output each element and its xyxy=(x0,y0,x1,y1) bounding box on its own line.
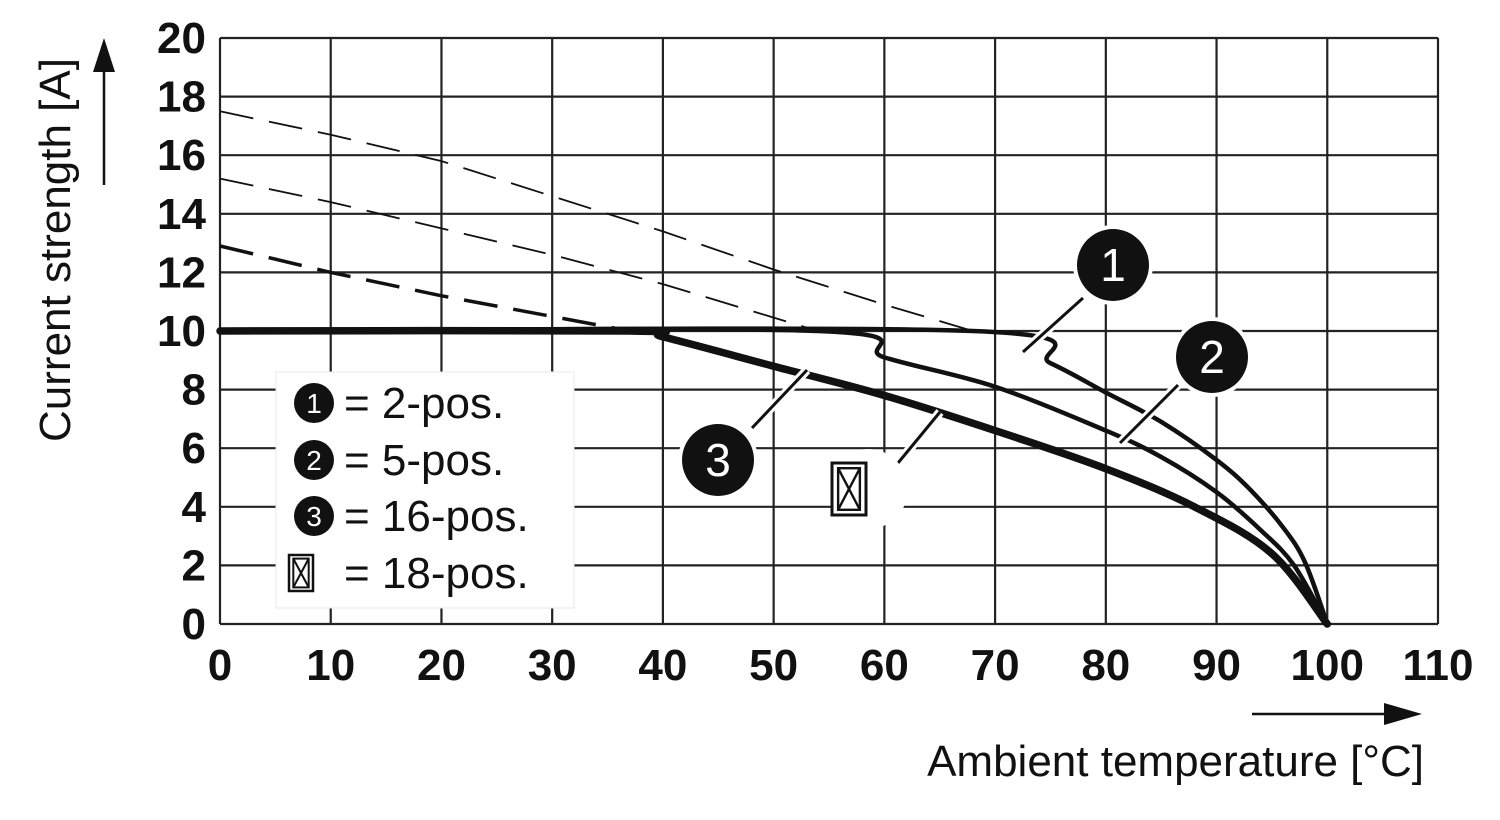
y-tick-label: 10 xyxy=(157,307,206,356)
x-axis-arrow-head xyxy=(1384,703,1422,725)
y-tick-label: 18 xyxy=(157,73,206,122)
legend-symbol-3-disc xyxy=(294,496,334,536)
callout-leader-2 xyxy=(1118,383,1180,445)
callout-series-1-label: 1 xyxy=(1100,239,1126,291)
series-3-extrapolation xyxy=(219,244,631,333)
legend-symbol-1-disc xyxy=(294,383,334,423)
legend-symbol-3: 3 xyxy=(290,492,338,540)
curve-callouts: 1 2 3 xyxy=(678,225,1252,529)
y-tick-label: 20 xyxy=(157,14,206,63)
x-tick-label: 80 xyxy=(1081,641,1130,690)
x-axis-tick-labels: 0 10 20 30 40 50 60 70 80 90 100 110 xyxy=(208,641,1474,690)
callout-series-4-inner xyxy=(836,467,862,512)
y-tick-label: 6 xyxy=(182,424,206,473)
x-tick-label: 20 xyxy=(417,641,466,690)
legend-label-1: = 2-pos. xyxy=(344,379,504,428)
x-tick-label: 70 xyxy=(971,641,1020,690)
legend-label-4: = 18-pos. xyxy=(344,549,529,598)
y-tick-label: 2 xyxy=(182,541,206,590)
legend: 1 = 2-pos. 2 = 5-pos. 3 = 16-pos. = 18-pos. xyxy=(275,371,575,609)
x-tick-label: 50 xyxy=(749,641,798,690)
legend-symbol-2: 2 xyxy=(290,436,338,484)
x-axis-title: Ambient temperature [°C] xyxy=(927,737,1424,786)
legend-symbol-4-inner xyxy=(292,557,310,589)
legend-symbol-4-cross-b xyxy=(292,558,310,588)
legend-label-2: = 5-pos. xyxy=(344,436,504,485)
legend-symbol-3-label: 3 xyxy=(306,501,322,532)
y-tick-label: 14 xyxy=(157,190,206,239)
y-axis-title-group: Current strength [A] xyxy=(31,38,115,442)
derating-curves xyxy=(216,326,1332,628)
legend-symbol-2-disc xyxy=(294,440,334,480)
x-tick-label: 30 xyxy=(528,641,577,690)
callout-series-3: 3 xyxy=(678,420,758,500)
y-tick-label: 0 xyxy=(182,600,206,649)
x-tick-label: 0 xyxy=(208,641,232,690)
callout-series-3-disc xyxy=(682,424,754,496)
callout-series-2-disc xyxy=(1176,321,1248,393)
x-tick-label: 100 xyxy=(1291,641,1364,690)
callout-series-2: 2 xyxy=(1172,317,1252,397)
x-tick-label: 90 xyxy=(1192,641,1241,690)
x-tick-label: 110 xyxy=(1403,641,1474,690)
callout-series-4 xyxy=(830,461,868,517)
callout-series-3-label: 3 xyxy=(705,434,731,486)
callout-series-4-cross-b xyxy=(837,467,861,511)
y-tick-label: 12 xyxy=(157,248,206,297)
series-2-line xyxy=(217,326,1330,627)
series-1-extrapolation xyxy=(219,110,974,332)
y-tick-label: 4 xyxy=(182,483,207,532)
legend-symbol-1: 1 xyxy=(290,379,338,427)
series-3-line xyxy=(216,326,1332,628)
legend-symbol-4 xyxy=(287,553,315,593)
x-tick-label: 40 xyxy=(638,641,687,690)
series-2-extrapolation xyxy=(219,177,819,332)
callout-series-1: 1 xyxy=(1073,225,1153,305)
legend-symbol-2-label: 2 xyxy=(306,445,322,476)
extrapolated-curves xyxy=(219,110,974,333)
callout-series-2-label: 2 xyxy=(1199,331,1225,383)
y-axis-arrow-head xyxy=(93,38,115,72)
x-axis-title-group: Ambient temperature [°C] xyxy=(927,703,1424,786)
y-axis-title: Current strength [A] xyxy=(31,58,80,442)
callout-leader-1 xyxy=(1021,296,1085,354)
callout-series-1-disc xyxy=(1077,229,1149,301)
legend-symbol-1-label: 1 xyxy=(306,388,322,419)
y-tick-label: 8 xyxy=(182,366,206,415)
callout-leader-4 xyxy=(896,411,942,464)
legend-label-3: = 16-pos. xyxy=(344,492,529,541)
x-tick-label: 10 xyxy=(306,641,355,690)
callout-leader-3 xyxy=(750,368,809,430)
y-axis-tick-labels: 0 2 4 6 8 10 12 14 16 18 20 xyxy=(157,14,206,649)
y-tick-label: 16 xyxy=(157,131,206,180)
x-tick-label: 60 xyxy=(860,641,909,690)
